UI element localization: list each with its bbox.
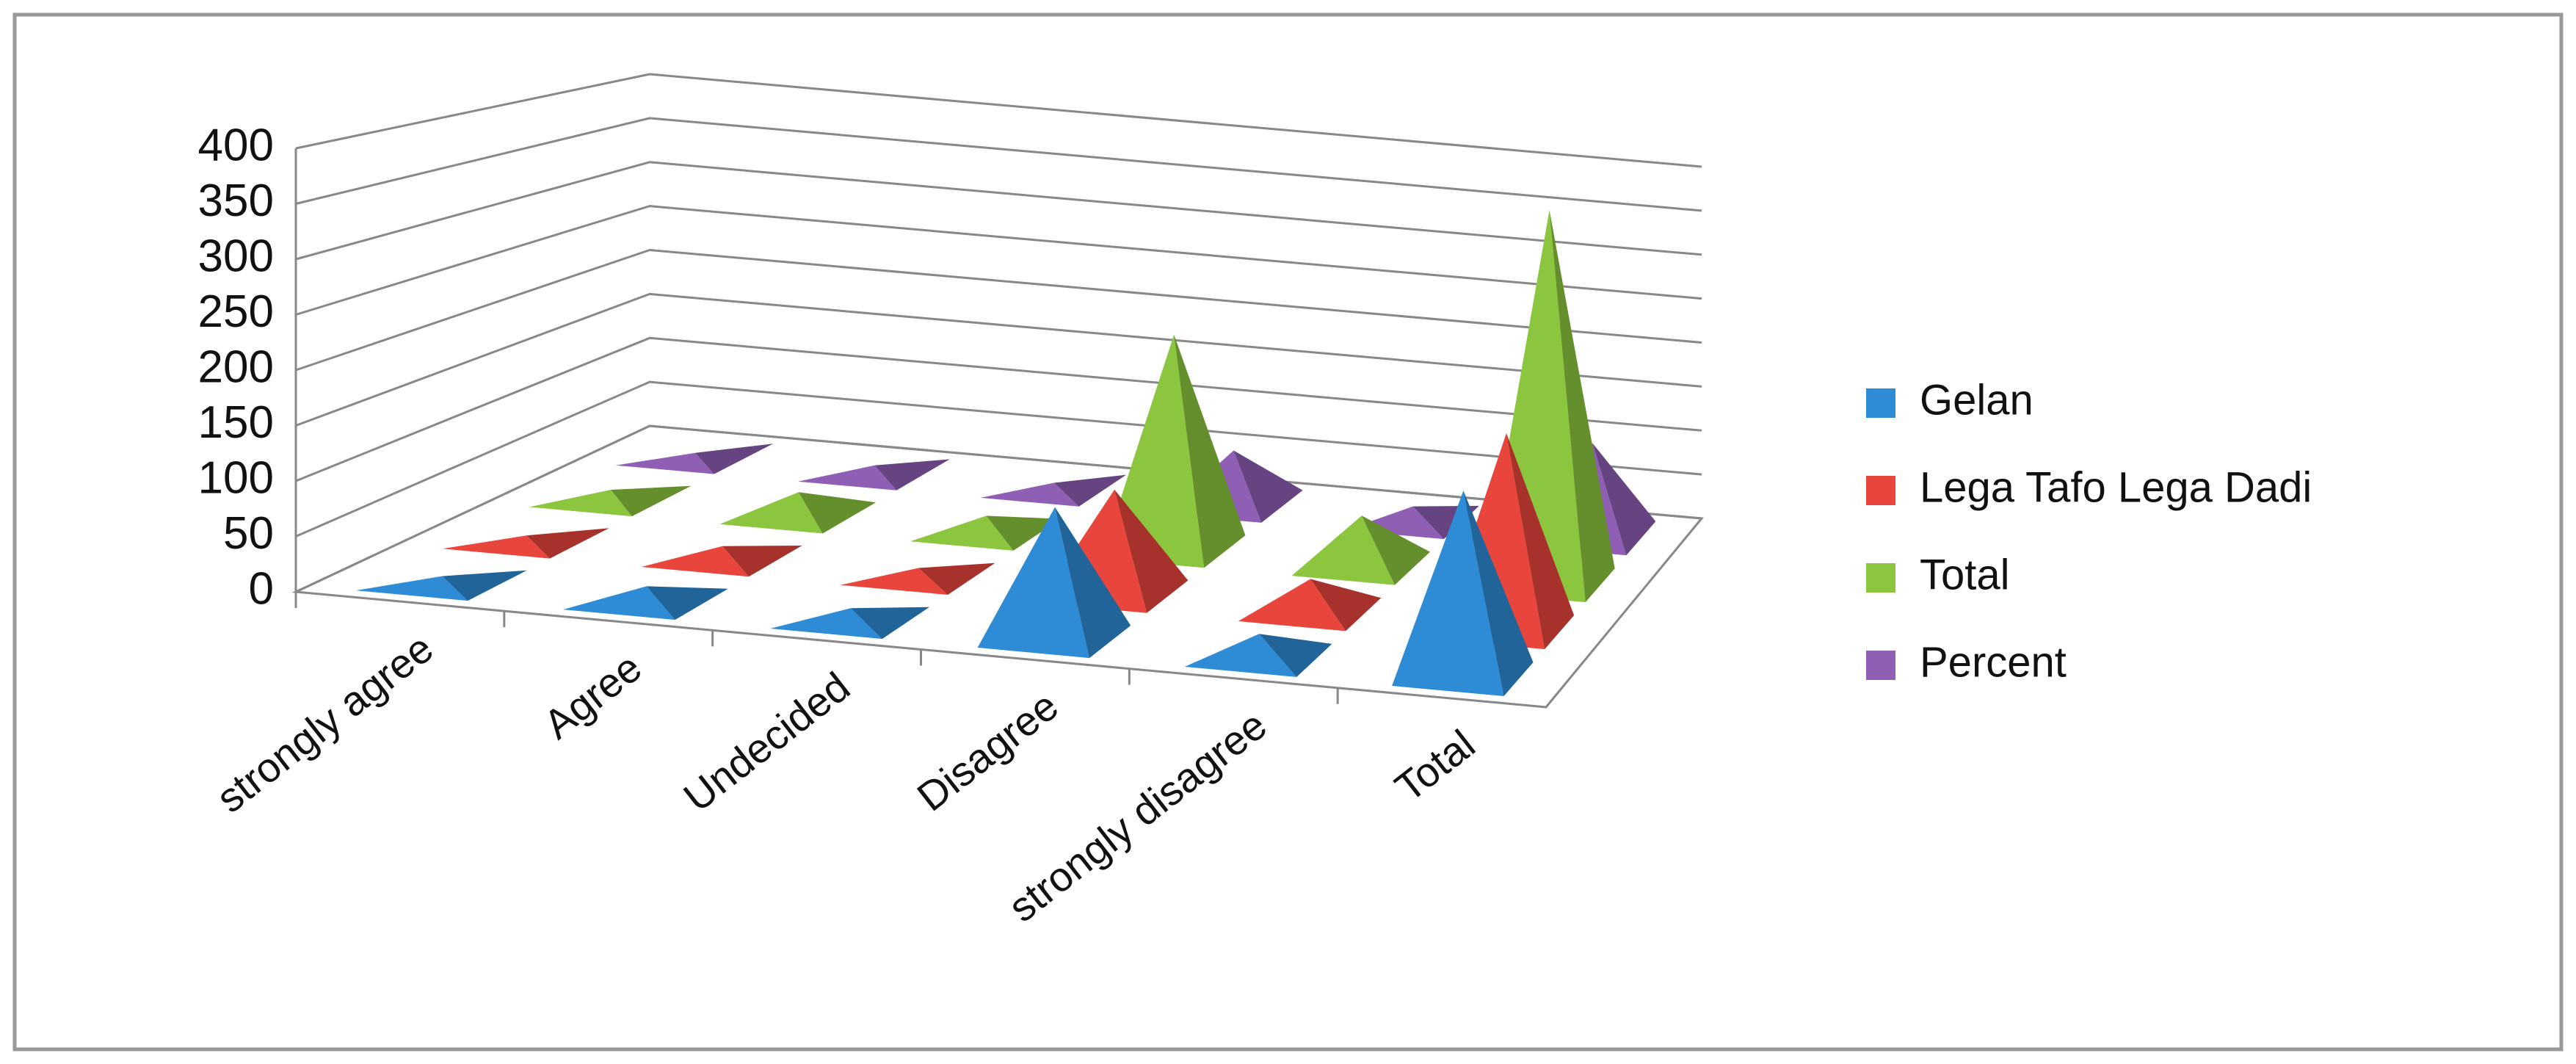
pyramid-side: [695, 444, 774, 474]
y-tick-label: 100: [198, 452, 274, 503]
legend-swatch: [1866, 651, 1895, 680]
y-tick-label: 200: [198, 341, 274, 392]
chart-frame: [12, 12, 2564, 1052]
legend-label: Total: [1920, 551, 2010, 598]
grid-line: [295, 205, 1702, 316]
legend-swatch: [1866, 476, 1895, 505]
y-tick-label: 150: [198, 397, 274, 448]
pyramid-front: [1291, 515, 1395, 585]
pyramid: [1184, 634, 1332, 677]
y-tick-label: 0: [249, 563, 274, 614]
pyramid-front: [641, 546, 750, 577]
legend-swatch: [1866, 388, 1895, 418]
pyramid-side: [1055, 507, 1131, 659]
pyramid: [355, 570, 527, 601]
pyramid-front: [980, 482, 1079, 507]
pyramid: [840, 562, 995, 595]
y-tick-label: 300: [198, 231, 274, 281]
y-tick-label: 50: [223, 508, 274, 559]
pyramid-side: [611, 485, 692, 517]
pyramid-side: [1114, 489, 1189, 613]
legend-label: Gelan: [1920, 376, 2033, 424]
grid-line: [295, 380, 1702, 538]
pyramid-side: [1310, 579, 1382, 631]
pyramid-front: [563, 586, 675, 620]
pyramid: [980, 474, 1127, 507]
pyramid-front: [1184, 634, 1297, 677]
pyramid-side: [1259, 634, 1332, 677]
pyramid-front: [615, 452, 714, 474]
pyramid: [977, 507, 1131, 659]
legend-label: Percent: [1920, 638, 2067, 686]
pyramid: [1392, 491, 1534, 696]
walls: [291, 73, 1704, 709]
pyramid: [1238, 579, 1382, 631]
y-tick-label: 400: [198, 120, 274, 170]
pyramid-front: [977, 507, 1089, 659]
pyramid-front: [355, 576, 468, 601]
pyramid-front: [719, 492, 823, 534]
pyramid-side: [1506, 433, 1575, 650]
pyramid-front: [529, 490, 632, 517]
pyramid-side: [1549, 210, 1615, 603]
pyramid-front: [442, 535, 550, 559]
grid-line: [295, 117, 1702, 212]
pyramid-side: [986, 515, 1061, 551]
pyramid-side: [1053, 474, 1127, 507]
pyramid: [910, 515, 1061, 551]
pyramid: [770, 607, 929, 640]
plot: [355, 210, 1656, 696]
pyramid-side: [1361, 515, 1430, 585]
pyramid-side: [526, 528, 609, 559]
pyramid-front: [840, 568, 948, 595]
pyramid-side: [442, 570, 527, 601]
grid-line: [295, 248, 1702, 372]
pyramid-side: [646, 586, 728, 620]
pyramid: [529, 485, 692, 517]
pyramid-side: [722, 546, 802, 577]
grid-line: [295, 73, 1702, 168]
pyramid-side: [1463, 491, 1534, 696]
pyramid: [719, 492, 877, 534]
legend-label: Lega Tafo Lega Dadi: [1920, 463, 2312, 511]
pyramid: [641, 546, 802, 577]
pyramid-front: [910, 515, 1014, 551]
grid-line: [295, 161, 1702, 261]
pyramid-front: [798, 465, 897, 491]
pyramid-front: [1238, 579, 1346, 631]
pyramid-side: [1174, 334, 1246, 568]
pyramid-side: [918, 562, 995, 595]
pyramid: [615, 444, 774, 474]
legend-swatch: [1866, 563, 1895, 593]
grid-line: [295, 424, 1702, 593]
pyramid-side: [850, 607, 929, 640]
pyramid: [442, 528, 609, 559]
pyramid-side: [874, 459, 950, 491]
pyramid-side: [1592, 443, 1656, 556]
pyramid-front: [770, 608, 882, 640]
grid-line: [295, 292, 1702, 427]
grid-line: [295, 336, 1702, 482]
pyramid: [798, 459, 950, 491]
pyramid: [1291, 515, 1430, 585]
pyramid-side: [798, 492, 877, 534]
pyramid-front: [1392, 491, 1504, 696]
y-tick-label: 350: [198, 175, 274, 226]
y-tick-label: 250: [198, 286, 274, 337]
pyramid-side: [1233, 450, 1303, 523]
pyramid: [563, 586, 728, 620]
